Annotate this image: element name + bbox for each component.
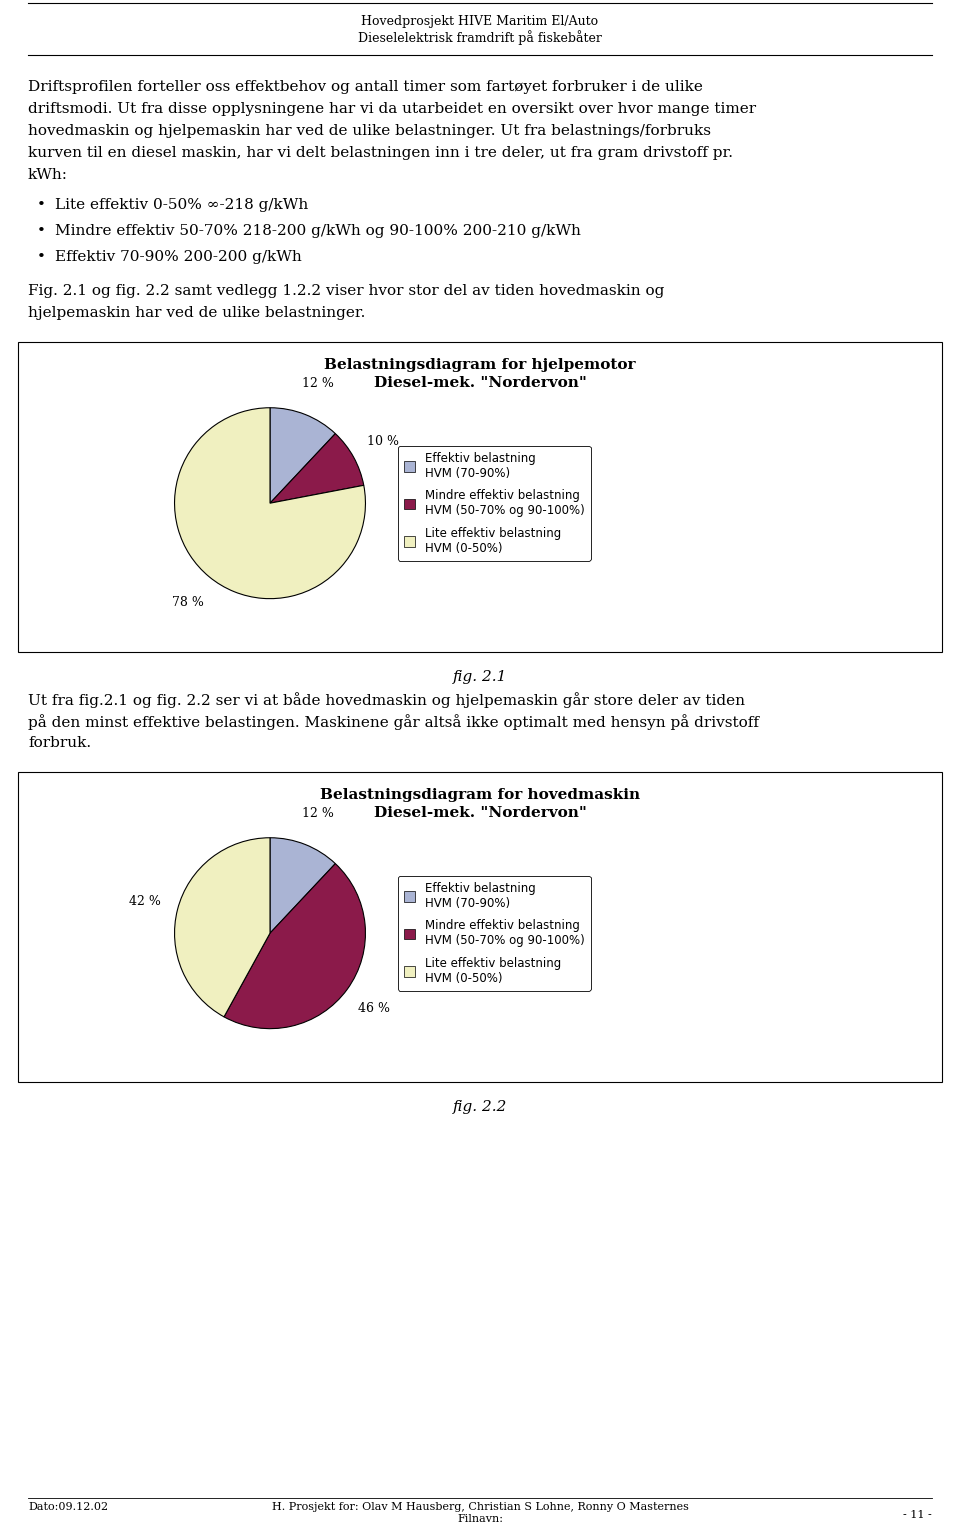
Text: - 11 -: - 11 - — [903, 1510, 932, 1521]
Text: Fig. 2.1 og fig. 2.2 samt vedlegg 1.2.2 viser hvor stor del av tiden hovedmaskin: Fig. 2.1 og fig. 2.2 samt vedlegg 1.2.2 … — [28, 284, 664, 298]
Text: driftsmodi. Ut fra disse opplysningene har vi da utarbeidet en oversikt over hvo: driftsmodi. Ut fra disse opplysningene h… — [28, 101, 756, 117]
Text: Belastningsdiagram for hovedmaskin: Belastningsdiagram for hovedmaskin — [320, 788, 640, 802]
Text: Diesel-mek. "Nordervon": Diesel-mek. "Nordervon" — [373, 806, 587, 820]
Text: Effektiv 70-90% 200-200 g/kWh: Effektiv 70-90% 200-200 g/kWh — [55, 250, 301, 264]
Legend: Effektiv belastning
HVM (70-90%), Mindre effektiv belastning
HVM (50-70% og 90-1: Effektiv belastning HVM (70-90%), Mindre… — [397, 445, 590, 561]
Text: 10 %: 10 % — [367, 435, 399, 447]
Text: Driftsprofilen forteller oss effektbehov og antall timer som fartøyet forbruker : Driftsprofilen forteller oss effektbehov… — [28, 80, 703, 94]
Text: Lite effektiv 0-50% ∞-218 g/kWh: Lite effektiv 0-50% ∞-218 g/kWh — [55, 198, 308, 212]
Wedge shape — [175, 837, 270, 1017]
Text: på den minst effektive belastingen. Maskinene går altså ikke optimalt med hensyn: på den minst effektive belastingen. Mask… — [28, 714, 759, 730]
Text: Filnavn:: Filnavn: — [457, 1514, 503, 1524]
Wedge shape — [270, 407, 335, 504]
Text: 46 %: 46 % — [358, 1003, 391, 1015]
Text: Diesel-mek. "Nordervon": Diesel-mek. "Nordervon" — [373, 376, 587, 390]
Text: Dato:09.12.02: Dato:09.12.02 — [28, 1502, 108, 1511]
Text: H. Prosjekt for: Olav M Hausberg, Christian S Lohne, Ronny O Masternes: H. Prosjekt for: Olav M Hausberg, Christ… — [272, 1502, 688, 1511]
Wedge shape — [175, 407, 366, 599]
Text: 12 %: 12 % — [301, 806, 333, 820]
Wedge shape — [270, 433, 364, 504]
Wedge shape — [270, 837, 335, 934]
Text: Mindre effektiv 50-70% 218-200 g/kWh og 90-100% 200-210 g/kWh: Mindre effektiv 50-70% 218-200 g/kWh og … — [55, 224, 581, 238]
Text: hjelpemaskin har ved de ulike belastninger.: hjelpemaskin har ved de ulike belastning… — [28, 306, 366, 319]
Legend: Effektiv belastning
HVM (70-90%), Mindre effektiv belastning
HVM (50-70% og 90-1: Effektiv belastning HVM (70-90%), Mindre… — [397, 876, 590, 991]
Text: 12 %: 12 % — [301, 376, 333, 390]
Text: Hovedprosjekt HIVE Maritim El/Auto: Hovedprosjekt HIVE Maritim El/Auto — [361, 15, 599, 28]
Text: forbruk.: forbruk. — [28, 736, 91, 750]
Text: •: • — [37, 198, 46, 212]
Text: hovedmaskin og hjelpemaskin har ved de ulike belastninger. Ut fra belastnings/fo: hovedmaskin og hjelpemaskin har ved de u… — [28, 124, 711, 138]
Text: Dieselelektrisk framdrift på fiskebåter: Dieselelektrisk framdrift på fiskebåter — [358, 31, 602, 45]
Text: kWh:: kWh: — [28, 167, 68, 181]
Bar — [18, 773, 942, 1081]
Text: fig. 2.2: fig. 2.2 — [453, 1100, 507, 1114]
Bar — [18, 343, 942, 651]
Text: Belastningsdiagram for hjelpemotor: Belastningsdiagram for hjelpemotor — [324, 358, 636, 372]
Text: •: • — [37, 250, 46, 264]
Text: 42 %: 42 % — [130, 894, 161, 908]
Text: •: • — [37, 224, 46, 238]
Text: Ut fra fig.2.1 og fig. 2.2 ser vi at både hovedmaskin og hjelpemaskin går store : Ut fra fig.2.1 og fig. 2.2 ser vi at båd… — [28, 693, 745, 708]
Text: fig. 2.1: fig. 2.1 — [453, 670, 507, 684]
Wedge shape — [224, 863, 366, 1029]
Text: kurven til en diesel maskin, har vi delt belastningen inn i tre deler, ut fra gr: kurven til en diesel maskin, har vi delt… — [28, 146, 733, 160]
Text: 78 %: 78 % — [172, 596, 204, 608]
